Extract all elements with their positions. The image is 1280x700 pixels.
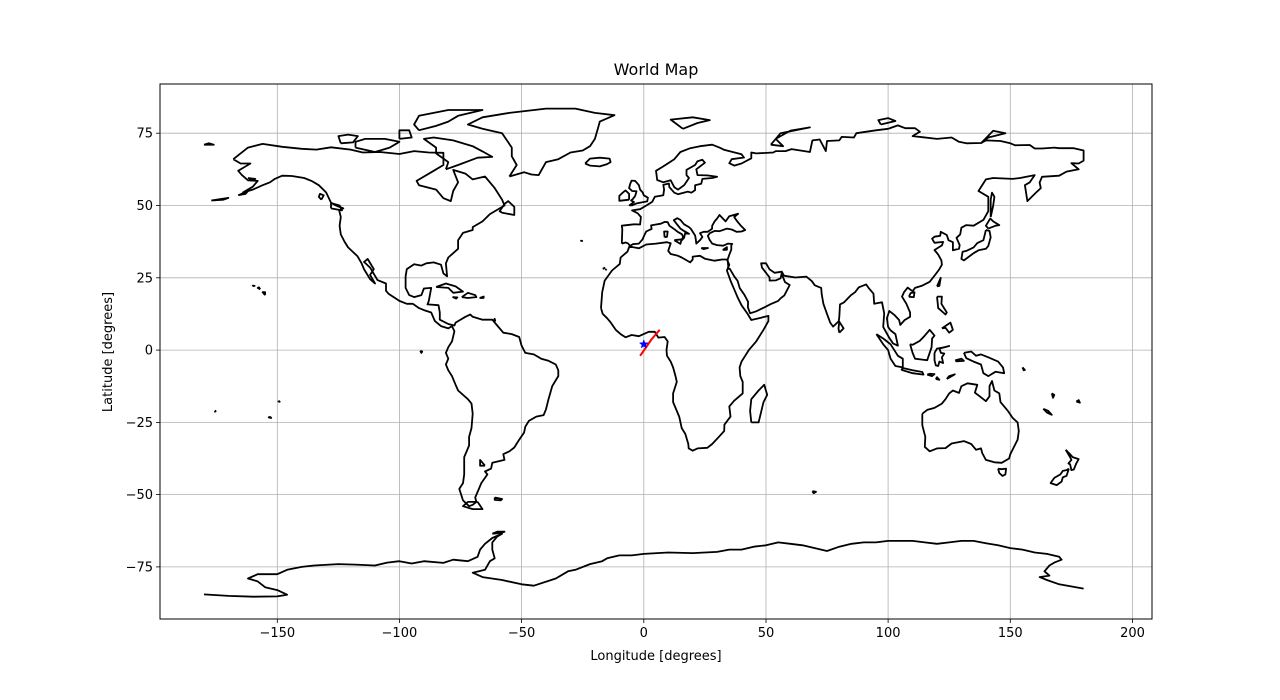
coastline	[955, 359, 964, 362]
coastline	[1052, 393, 1055, 397]
y-tick-label: −25	[126, 416, 153, 431]
y-tick-label: 75	[136, 127, 153, 142]
y-tick-label: −75	[126, 560, 153, 575]
x-tick-label: 0	[640, 626, 648, 641]
x-tick-label: −100	[382, 626, 418, 641]
coastline	[494, 319, 496, 321]
y-tick-label: −50	[126, 488, 153, 503]
coastline	[701, 248, 708, 249]
coastline	[1076, 400, 1080, 403]
coastline	[604, 268, 605, 269]
x-axis-label: Longitude [degrees]	[590, 649, 721, 664]
x-tick-label: 150	[998, 626, 1023, 641]
x-tick-label: −50	[508, 626, 535, 641]
coastline	[258, 287, 261, 289]
x-tick-label: −150	[259, 626, 295, 641]
coastline	[453, 297, 458, 299]
coastline	[812, 491, 816, 493]
coastline	[215, 411, 216, 412]
y-tick-label: 50	[136, 199, 153, 214]
coastline	[269, 417, 272, 418]
coastline	[927, 374, 934, 376]
y-axis-label: Latitude [degrees]	[101, 292, 116, 412]
x-tick-label: 50	[758, 626, 775, 641]
y-tick-label: 0	[145, 344, 153, 359]
coastline	[253, 286, 255, 287]
x-tick-label: 200	[1120, 626, 1145, 641]
coastline	[204, 143, 214, 144]
coastline	[279, 401, 280, 402]
x-tick-label: 100	[876, 626, 901, 641]
coastline	[420, 351, 422, 353]
y-tick-label: 25	[136, 271, 153, 286]
coastline	[606, 269, 607, 270]
chart-title: World Map	[614, 60, 699, 79]
